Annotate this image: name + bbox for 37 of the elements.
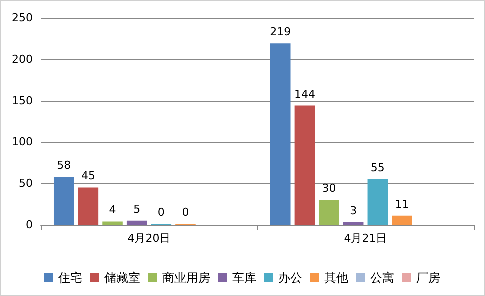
legend-label: 车库	[232, 271, 256, 285]
y-tick-label: 250	[12, 12, 33, 24]
data-label: 58	[57, 158, 72, 172]
data-label: 45	[81, 170, 96, 183]
y-tick-label: 200	[12, 52, 33, 66]
bar	[102, 222, 123, 225]
x-tick-label: 4月21日	[344, 232, 388, 245]
legend-label: 公寓	[370, 271, 394, 285]
x-tick-label: 4月20日	[128, 232, 171, 245]
data-label: 3	[350, 204, 358, 218]
data-label: 4	[109, 204, 116, 217]
bar	[392, 216, 412, 225]
legend-label: 其他	[324, 271, 348, 285]
legend-label: 办公	[278, 271, 302, 285]
y-tick-label: 100	[12, 136, 33, 149]
bar	[319, 200, 340, 225]
data-label: 30	[322, 182, 336, 196]
y-tick-label: 50	[19, 177, 33, 190]
legend-label: 储藏室	[104, 271, 140, 285]
bar	[368, 179, 388, 225]
data-label: 219	[270, 26, 292, 39]
bar	[78, 188, 99, 225]
legend-label: 厂房	[416, 271, 440, 285]
data-label: 55	[370, 161, 385, 174]
data-label: 5	[134, 202, 141, 216]
legend-label: 商业用房	[162, 271, 210, 285]
data-label: 0	[158, 206, 165, 219]
y-tick-label: 150	[12, 94, 33, 108]
data-label: 0	[182, 206, 190, 219]
data-label: 144	[294, 88, 316, 101]
bar	[126, 220, 148, 225]
data-label: 11	[395, 198, 410, 211]
bar	[54, 176, 74, 225]
bar	[294, 106, 316, 225]
bar	[270, 44, 291, 225]
y-tick-label: 0	[26, 218, 33, 232]
legend-label: 住宅	[58, 271, 82, 285]
